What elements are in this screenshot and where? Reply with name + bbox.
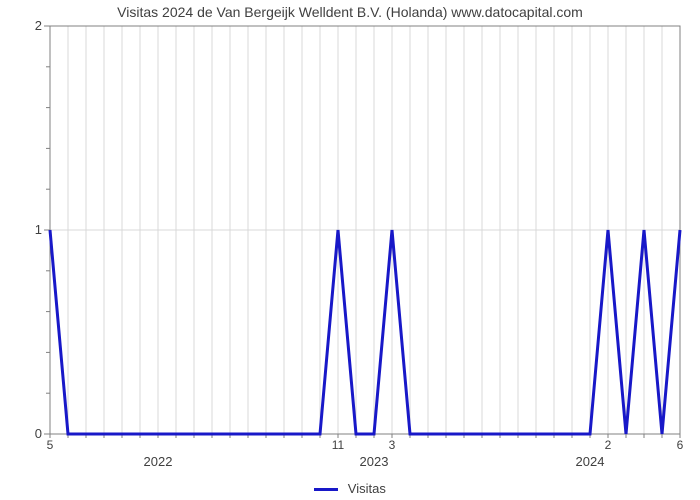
- x-major-label: 2022: [144, 454, 173, 469]
- chart-plot: [0, 0, 700, 500]
- legend-swatch: [314, 488, 338, 491]
- x-minor-label: 6: [677, 438, 684, 452]
- y-tick-label: 0: [22, 426, 42, 441]
- y-tick-label: 2: [22, 18, 42, 33]
- y-tick-label: 1: [22, 222, 42, 237]
- x-minor-label: 5: [47, 438, 54, 452]
- x-minor-label: 11: [332, 438, 344, 452]
- x-major-label: 2023: [360, 454, 389, 469]
- chart-container: Visitas 2024 de Van Bergeijk Welldent B.…: [0, 0, 700, 500]
- x-major-label: 2024: [576, 454, 605, 469]
- chart-title: Visitas 2024 de Van Bergeijk Welldent B.…: [0, 4, 700, 20]
- x-minor-label: 3: [389, 438, 396, 452]
- legend-label: Visitas: [348, 481, 386, 496]
- x-minor-label: 2: [605, 438, 612, 452]
- chart-legend: Visitas: [0, 481, 700, 496]
